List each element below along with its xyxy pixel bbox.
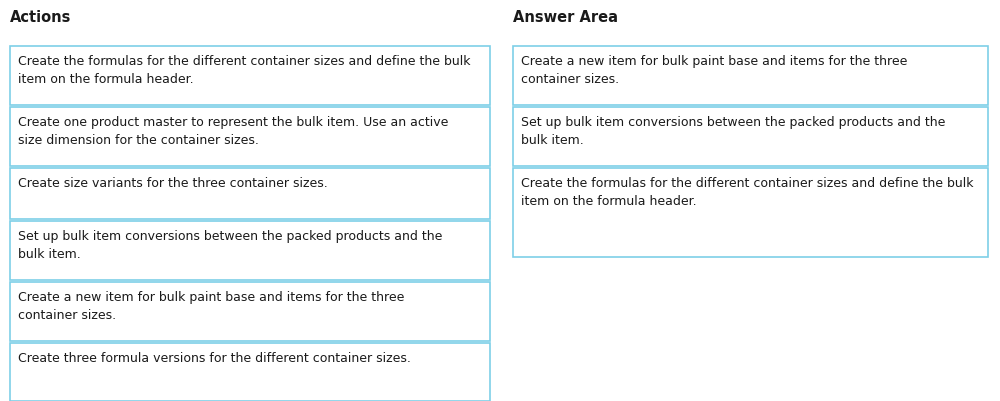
Text: Actions: Actions bbox=[10, 10, 71, 25]
Text: Set up bulk item conversions between the packed products and the
bulk item.: Set up bulk item conversions between the… bbox=[521, 116, 945, 147]
FancyBboxPatch shape bbox=[10, 221, 490, 280]
Text: Create one product master to represent the bulk item. Use an active
size dimensi: Create one product master to represent t… bbox=[18, 116, 448, 147]
FancyBboxPatch shape bbox=[10, 282, 490, 341]
FancyBboxPatch shape bbox=[513, 168, 988, 257]
Text: Create the formulas for the different container sizes and define the bulk
item o: Create the formulas for the different co… bbox=[18, 55, 471, 86]
Text: Create three formula versions for the different container sizes.: Create three formula versions for the di… bbox=[18, 351, 411, 364]
FancyBboxPatch shape bbox=[10, 343, 490, 401]
Text: Set up bulk item conversions between the packed products and the
bulk item.: Set up bulk item conversions between the… bbox=[18, 229, 442, 260]
FancyBboxPatch shape bbox=[10, 168, 490, 219]
FancyBboxPatch shape bbox=[513, 108, 988, 166]
Text: Create the formulas for the different container sizes and define the bulk
item o: Create the formulas for the different co… bbox=[521, 176, 974, 207]
FancyBboxPatch shape bbox=[10, 108, 490, 166]
Text: Create a new item for bulk paint base and items for the three
container sizes.: Create a new item for bulk paint base an… bbox=[18, 290, 404, 321]
Text: Create size variants for the three container sizes.: Create size variants for the three conta… bbox=[18, 176, 328, 190]
FancyBboxPatch shape bbox=[513, 47, 988, 106]
Text: Answer Area: Answer Area bbox=[513, 10, 618, 25]
Text: Create a new item for bulk paint base and items for the three
container sizes.: Create a new item for bulk paint base an… bbox=[521, 55, 907, 86]
FancyBboxPatch shape bbox=[10, 47, 490, 106]
